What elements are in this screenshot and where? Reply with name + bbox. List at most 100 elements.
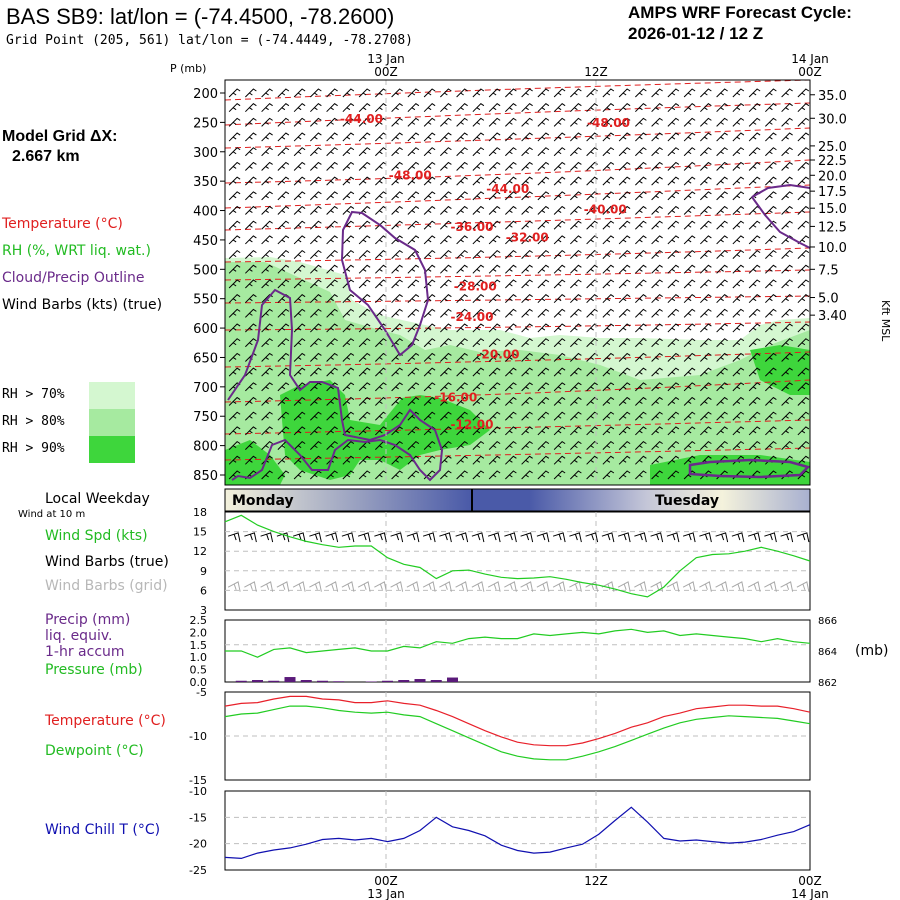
wind-barb bbox=[456, 264, 468, 274]
wind-barb bbox=[683, 176, 696, 186]
wind-barb bbox=[618, 338, 631, 348]
wind-barb bbox=[553, 279, 566, 289]
wind-barb bbox=[261, 220, 273, 230]
wind-barb bbox=[277, 132, 290, 142]
wind-barb bbox=[342, 294, 355, 304]
wind-barb bbox=[277, 396, 290, 406]
wind-barb bbox=[277, 279, 290, 289]
wind-barb bbox=[326, 338, 338, 348]
wind-barb bbox=[570, 367, 582, 377]
wind-barb bbox=[667, 308, 680, 318]
wind-barb bbox=[391, 396, 403, 406]
wind-barb bbox=[748, 411, 761, 421]
wind-barb bbox=[293, 440, 306, 450]
wind-barb bbox=[683, 117, 696, 127]
wind-barb bbox=[472, 440, 485, 450]
wind-barb-true bbox=[552, 532, 566, 543]
wind-barb bbox=[342, 352, 355, 362]
wind-barb bbox=[245, 279, 257, 289]
wind-barb-grid bbox=[715, 581, 729, 592]
wind-barb bbox=[375, 235, 387, 245]
wind-barb bbox=[228, 191, 241, 201]
temperature-contour-line bbox=[224, 269, 811, 281]
wind-barb bbox=[277, 117, 290, 127]
wind-barb-grid bbox=[634, 581, 647, 592]
wind-barb bbox=[505, 103, 517, 113]
wind-barb bbox=[375, 117, 387, 127]
wind-barb bbox=[391, 117, 403, 127]
wind-barb-grid bbox=[731, 581, 745, 592]
wind-barb bbox=[781, 220, 793, 230]
wind-barb bbox=[375, 147, 387, 157]
wind-barb bbox=[781, 176, 793, 186]
wind-barb bbox=[537, 220, 550, 230]
wind-barb bbox=[732, 235, 745, 245]
wind-barb bbox=[228, 426, 241, 436]
wind-barb bbox=[586, 176, 598, 186]
wind-barb bbox=[391, 176, 403, 186]
wind-barb bbox=[553, 264, 566, 274]
wind-barb bbox=[472, 470, 485, 480]
wind-barb bbox=[472, 161, 485, 171]
wind-barb bbox=[667, 205, 680, 215]
wind-barb bbox=[391, 470, 403, 480]
wind-barb bbox=[407, 323, 420, 333]
wind-barb bbox=[488, 176, 501, 186]
wind-barb bbox=[440, 235, 452, 245]
top-date-14jan: 14 Jan bbox=[791, 52, 829, 66]
wind-barb bbox=[277, 220, 290, 230]
wind-barb bbox=[310, 205, 322, 215]
y-tick-label: 3 bbox=[200, 604, 207, 617]
wind-barb-true bbox=[747, 532, 761, 543]
y-tick-label: 15 bbox=[193, 526, 207, 539]
wind-barb bbox=[732, 103, 745, 113]
wind-barb bbox=[667, 382, 680, 392]
wind-barb bbox=[570, 117, 582, 127]
wind-barb bbox=[293, 338, 306, 348]
legend-wind-barbs: Wind Barbs (kts) (true) bbox=[2, 297, 163, 313]
wind-barb bbox=[488, 235, 501, 245]
wind-barb bbox=[261, 470, 273, 480]
wind-barb bbox=[423, 264, 436, 274]
wind-barb bbox=[651, 191, 663, 201]
wind-barb bbox=[602, 220, 615, 230]
wind-barb bbox=[228, 249, 241, 259]
temperature-label: -44.00 bbox=[340, 112, 383, 126]
wind-barb bbox=[358, 117, 371, 127]
y-tick-label: 18 bbox=[193, 506, 207, 519]
grid-point-subtitle: Grid Point (205, 561) lat/lon = (-74.444… bbox=[6, 33, 413, 48]
wind-barb bbox=[765, 426, 777, 436]
temperature-line bbox=[224, 695, 811, 747]
wind-barb bbox=[407, 352, 420, 362]
wind-barb bbox=[781, 191, 793, 201]
wind-barb bbox=[423, 205, 436, 215]
y-tick-label: 1.5 bbox=[190, 639, 208, 652]
wind-barb bbox=[407, 382, 420, 392]
wind-barb bbox=[358, 352, 371, 362]
wind-barb bbox=[472, 176, 485, 186]
wind-barb bbox=[700, 367, 712, 377]
wind-barb bbox=[553, 294, 566, 304]
wind-barb bbox=[797, 220, 810, 230]
wind-barb bbox=[521, 426, 533, 436]
wind-barb bbox=[277, 249, 290, 259]
wind-barb bbox=[293, 191, 306, 201]
wind-barb bbox=[553, 396, 566, 406]
wind-barb bbox=[635, 382, 647, 392]
wind-barb bbox=[651, 396, 663, 406]
wind-barb bbox=[310, 147, 322, 157]
wind-barb bbox=[570, 338, 582, 348]
wind-barb bbox=[765, 103, 777, 113]
pressure-line bbox=[225, 628, 811, 658]
wind-barb bbox=[521, 103, 533, 113]
wind-barb bbox=[358, 455, 371, 465]
wind-barb bbox=[781, 426, 793, 436]
wind-barb bbox=[261, 88, 273, 98]
wind-barb bbox=[472, 132, 485, 142]
wind-barb bbox=[586, 264, 598, 274]
wind-barb bbox=[310, 396, 322, 406]
wind-barb bbox=[440, 191, 452, 201]
wind-barb bbox=[797, 132, 810, 142]
wind-barb bbox=[472, 249, 485, 259]
wind-barb bbox=[781, 367, 793, 377]
